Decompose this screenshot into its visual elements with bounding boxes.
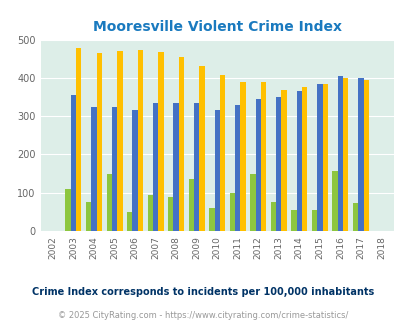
Bar [342,78,347,231]
Bar [311,210,316,231]
Bar [173,103,178,231]
Bar [178,57,184,231]
Bar [199,66,204,231]
Bar [194,103,199,231]
Text: © 2025 CityRating.com - https://www.cityrating.com/crime-statistics/: © 2025 CityRating.com - https://www.city… [58,311,347,320]
Bar [281,90,286,231]
Bar [220,75,225,231]
Bar [316,83,322,231]
Bar [153,103,158,231]
Bar [209,208,214,231]
Bar [132,111,137,231]
Bar [65,189,70,231]
Bar [296,90,301,231]
Bar [96,53,102,231]
Bar [137,50,143,231]
Title: Mooresville Violent Crime Index: Mooresville Violent Crime Index [92,20,341,34]
Bar [188,179,194,231]
Bar [86,202,91,231]
Bar [352,203,357,231]
Bar [255,99,260,231]
Bar [357,78,363,231]
Bar [158,52,163,231]
Text: Crime Index corresponds to incidents per 100,000 inhabitants: Crime Index corresponds to incidents per… [32,287,373,297]
Bar [76,49,81,231]
Bar [91,107,96,231]
Bar [234,105,240,231]
Bar [363,80,368,231]
Bar [240,82,245,231]
Bar [127,212,132,231]
Bar [106,174,112,231]
Bar [275,97,281,231]
Bar [229,193,234,231]
Bar [249,174,255,231]
Bar [322,84,327,231]
Bar [260,82,266,231]
Bar [270,202,275,231]
Bar [214,111,220,231]
Bar [332,171,337,231]
Bar [117,51,122,231]
Bar [70,95,76,231]
Bar [168,197,173,231]
Bar [337,76,342,231]
Bar [147,195,153,231]
Bar [301,87,307,231]
Bar [112,107,117,231]
Bar [291,210,296,231]
